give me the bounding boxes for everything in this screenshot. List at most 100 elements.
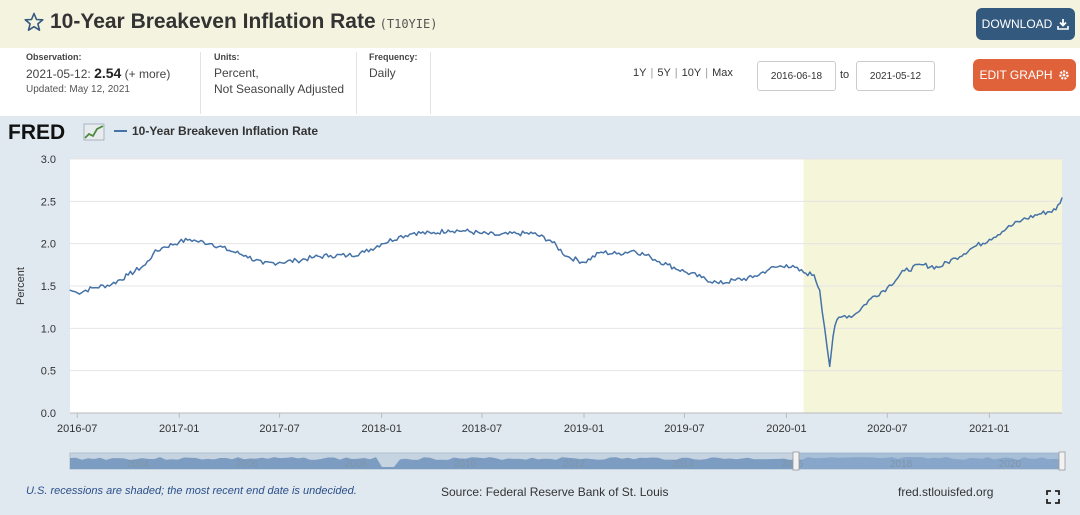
data-point: [93, 287, 95, 289]
data-point: [683, 271, 686, 273]
data-point: [262, 263, 264, 265]
data-point: [152, 253, 154, 255]
units-block: Units: Percent, Not Seasonally Adjusted: [214, 52, 344, 114]
data-point: [752, 276, 754, 279]
data-point: [844, 315, 846, 317]
data-point: [768, 268, 770, 270]
meta-divider: [200, 52, 201, 114]
data-point: [481, 232, 483, 235]
data-point: [718, 282, 720, 285]
navigator-year-label: 2020: [999, 459, 1022, 470]
meta-divider: [430, 52, 431, 114]
fullscreen-icon[interactable]: [1046, 490, 1060, 504]
navigator-year-label: 2018: [890, 459, 913, 470]
data-point: [447, 229, 449, 231]
observation-value: 2021-05-12: 2.54 (+ more): [26, 65, 170, 82]
frequency-block: Frequency: Daily: [369, 52, 418, 114]
data-point: [245, 254, 247, 257]
range-max-button[interactable]: Max: [712, 67, 733, 79]
data-point: [296, 260, 298, 262]
source-text: Source: Federal Reserve Bank of St. Loui…: [441, 485, 669, 499]
x-tick-label: 2017-01: [159, 423, 199, 435]
navigator-year-label: 2014: [672, 459, 695, 470]
data-point: [803, 271, 805, 274]
data-point: [549, 239, 551, 241]
observation-date: 2021-05-12:: [26, 67, 91, 81]
data-point: [1055, 209, 1057, 211]
data-point: [650, 256, 652, 258]
data-point: [381, 243, 383, 245]
data-point: [886, 287, 888, 289]
data-point: [211, 243, 213, 245]
data-point: [832, 336, 834, 338]
y-tick-label: 1.5: [41, 281, 56, 293]
range-1y-button[interactable]: 1Y: [633, 67, 647, 79]
y-tick-label: 2.0: [41, 239, 56, 251]
units-line-2: Not Seasonally Adjusted: [214, 82, 345, 96]
start-date-input[interactable]: [757, 61, 836, 91]
data-point: [228, 249, 230, 251]
data-point: [464, 230, 466, 232]
data-point: [616, 253, 618, 255]
range-5y-button[interactable]: 5Y: [657, 67, 671, 79]
data-point: [189, 238, 191, 240]
data-point: [836, 319, 838, 321]
data-point: [144, 264, 146, 266]
data-point: [734, 279, 737, 281]
recession-note: U.S. recessions are shaded; the most rec…: [26, 485, 357, 497]
data-point: [701, 276, 703, 279]
data-point: [195, 240, 197, 242]
range-10y-button[interactable]: 10Y: [681, 67, 702, 79]
navigator-handle[interactable]: [1058, 451, 1066, 471]
series-header: 10-Year Breakeven Inflation Rate (T10YIE)…: [0, 0, 1080, 48]
y-tick-label: 0.0: [41, 408, 56, 420]
data-point: [600, 251, 602, 253]
data-point: [988, 238, 991, 240]
data-point: [971, 247, 973, 249]
data-point: [1061, 197, 1063, 199]
site-url-link[interactable]: fred.stlouisfed.org: [898, 485, 994, 499]
edit-graph-label: EDIT GRAPH: [979, 68, 1053, 82]
series-title-text: 10-Year Breakeven Inflation Rate: [50, 10, 376, 33]
legend-label: 10-Year Breakeven Inflation Rate: [132, 124, 318, 138]
frequency-label: Frequency:: [369, 52, 418, 62]
data-point: [921, 264, 923, 266]
page-title: 10-Year Breakeven Inflation Rate (T10YIE): [50, 10, 437, 34]
data-point: [279, 261, 281, 263]
data-point: [785, 264, 788, 266]
data-point: [313, 256, 315, 258]
units-value: Percent, Not Seasonally Adjusted: [214, 65, 344, 97]
meta-divider: [356, 52, 357, 114]
y-tick-label: 1.0: [41, 323, 56, 335]
observation-more-link[interactable]: (+ more): [124, 67, 171, 81]
data-point: [566, 255, 568, 257]
gear-icon: [1058, 70, 1069, 80]
x-tick-label: 2018-01: [361, 423, 401, 435]
download-button[interactable]: DOWNLOAD: [976, 8, 1075, 40]
navigator-year-label: 2008: [345, 459, 368, 470]
x-tick-label: 2020-07: [867, 423, 907, 435]
data-point: [954, 257, 957, 259]
data-point: [127, 274, 129, 276]
edit-graph-button[interactable]: EDIT GRAPH: [973, 59, 1076, 91]
x-tick-label: 2019-01: [564, 423, 604, 435]
data-point: [515, 232, 518, 235]
data-point: [1038, 213, 1040, 215]
end-date-input[interactable]: [856, 61, 935, 91]
y-tick-label: 2.5: [41, 196, 56, 208]
navigator-handle[interactable]: [792, 451, 800, 471]
x-tick-label: 2020-01: [766, 423, 806, 435]
download-label: DOWNLOAD: [981, 17, 1053, 31]
data-point: [430, 232, 433, 235]
download-icon: [1057, 19, 1070, 30]
data-point: [667, 264, 669, 266]
graph-panel: FRED 10-Year Breakeven Inflation Rate 0.0 0…: [0, 116, 1080, 515]
navigator-year-label: 2016: [781, 459, 804, 470]
star-icon[interactable]: [24, 12, 44, 32]
data-point: [1006, 227, 1008, 229]
data-point: [347, 254, 349, 257]
units-line-1: Percent,: [214, 66, 259, 80]
data-point: [398, 236, 400, 238]
navigator-window[interactable]: [796, 453, 1062, 469]
data-point: [819, 289, 821, 291]
